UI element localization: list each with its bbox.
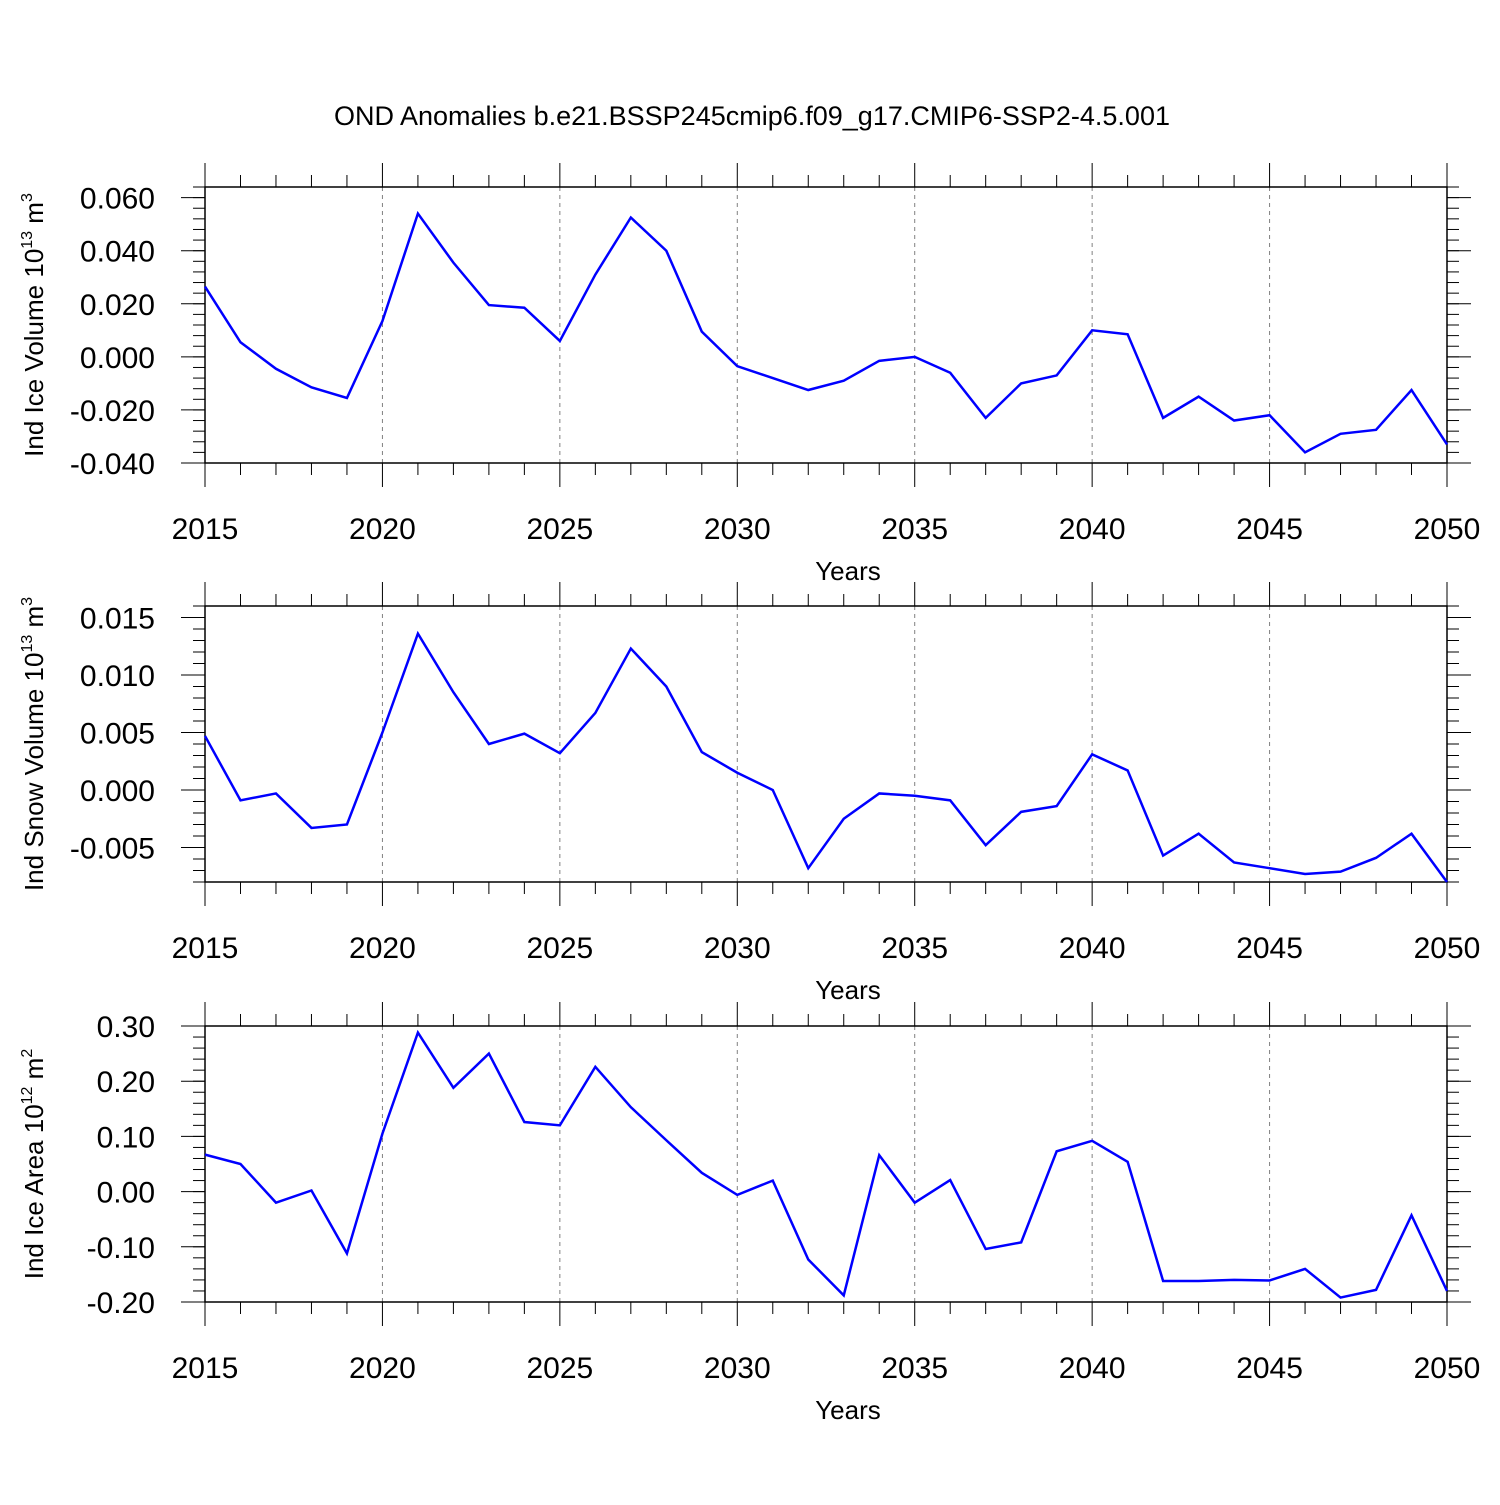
y-axis-label: Ind Snow Volume 1013 m3 <box>19 597 49 891</box>
x-tick-label: 2025 <box>526 513 593 546</box>
x-tick-label: 2015 <box>172 513 239 546</box>
y-axis-label-part: Ind Ice Volume 10 <box>19 249 49 457</box>
y-axis-label-superscript: 3 <box>19 193 36 202</box>
x-tick-label: 2025 <box>526 932 593 965</box>
y-axis-label-part: Ind Ice Area 10 <box>19 1104 49 1279</box>
y-axis-label-part: m <box>19 606 49 635</box>
x-tick-label: 2020 <box>349 1352 416 1385</box>
x-tick-label: 2015 <box>172 1352 239 1385</box>
panels: 0.060 0.040 0.020 0.000 -0.020 -0.040 2015 2020… <box>19 163 1480 1425</box>
y-tick-label: -0.20 <box>87 1287 155 1320</box>
x-tick-label: 2015 <box>172 932 239 965</box>
y-tick-label: 0.00 <box>97 1177 155 1210</box>
x-tick-label: 2035 <box>881 1352 948 1385</box>
y-axis-label: Ind Ice Area 1012 m2 <box>19 1049 49 1280</box>
y-tick-label: 0.015 <box>80 603 155 636</box>
y-tick-label: -0.005 <box>70 833 155 866</box>
x-tick-label: 2050 <box>1414 1352 1481 1385</box>
panel-3: 0.30 0.20 0.10 0.00 -0.10 -0.20 2015 2020 2025 20… <box>19 1002 1480 1425</box>
x-tick-label: 2020 <box>349 513 416 546</box>
y-tick-label: -0.020 <box>70 395 155 428</box>
x-axis-label: Years <box>815 975 881 1005</box>
x-tick-label: 2045 <box>1236 932 1303 965</box>
y-axis-label: Ind Ice Volume 1013 m3 <box>19 193 49 457</box>
x-tick-label: 2035 <box>881 932 948 965</box>
figure-title: OND Anomalies b.e21.BSSP245cmip6.f09_g17… <box>334 101 1170 131</box>
x-tick-label: 2040 <box>1059 932 1126 965</box>
y-tick-label: 0.000 <box>80 342 155 375</box>
panel-2: 0.015 0.010 0.005 0.000 -0.005 2015 2020 2025 20… <box>19 582 1480 1005</box>
y-tick-label: 0.010 <box>80 660 155 693</box>
y-tick-label: 0.040 <box>80 236 155 269</box>
x-tick-label: 2040 <box>1059 1352 1126 1385</box>
x-tick-label: 2045 <box>1236 1352 1303 1385</box>
x-tick-label: 2030 <box>704 932 771 965</box>
y-tick-label: 0.060 <box>80 183 155 216</box>
panel-1: 0.060 0.040 0.020 0.000 -0.020 -0.040 2015 2020… <box>19 163 1480 586</box>
y-tick-label: 0.10 <box>97 1121 155 1154</box>
x-tick-label: 2025 <box>526 1352 593 1385</box>
y-axis-label-part: m <box>19 202 49 231</box>
y-tick-label: 0.000 <box>80 775 155 808</box>
series-line <box>203 630 1449 883</box>
plot-frame <box>204 1025 1448 1303</box>
x-tick-label: 2050 <box>1414 513 1481 546</box>
y-axis-label-part: Ind Snow Volume 10 <box>19 653 49 892</box>
x-tick-label: 2040 <box>1059 513 1126 546</box>
series-line <box>204 1029 1449 1299</box>
y-axis-label-superscript: 13 <box>19 231 36 249</box>
y-axis-label-superscript: 13 <box>19 635 36 653</box>
x-axis-label: Years <box>815 556 881 586</box>
y-axis-label-superscript: 12 <box>19 1086 36 1104</box>
y-tick-label: 0.020 <box>80 289 155 322</box>
x-tick-label: 2030 <box>704 1352 771 1385</box>
x-axis-label: Years <box>815 1395 881 1425</box>
y-tick-label: 0.005 <box>80 718 155 751</box>
x-tick-label: 2045 <box>1236 513 1303 546</box>
y-tick-label: -0.040 <box>70 448 155 481</box>
series-line <box>203 210 1449 454</box>
y-axis-label-superscript: 2 <box>19 1049 36 1058</box>
x-tick-label: 2030 <box>704 513 771 546</box>
y-tick-label: 0.30 <box>97 1011 155 1044</box>
x-tick-label: 2050 <box>1414 932 1481 965</box>
y-axis-label-part: m <box>19 1058 49 1087</box>
y-tick-label: 0.20 <box>97 1066 155 1099</box>
x-tick-label: 2020 <box>349 932 416 965</box>
x-tick-label: 2035 <box>881 513 948 546</box>
y-axis-label-superscript: 3 <box>19 597 36 606</box>
y-tick-label: -0.10 <box>87 1232 155 1265</box>
